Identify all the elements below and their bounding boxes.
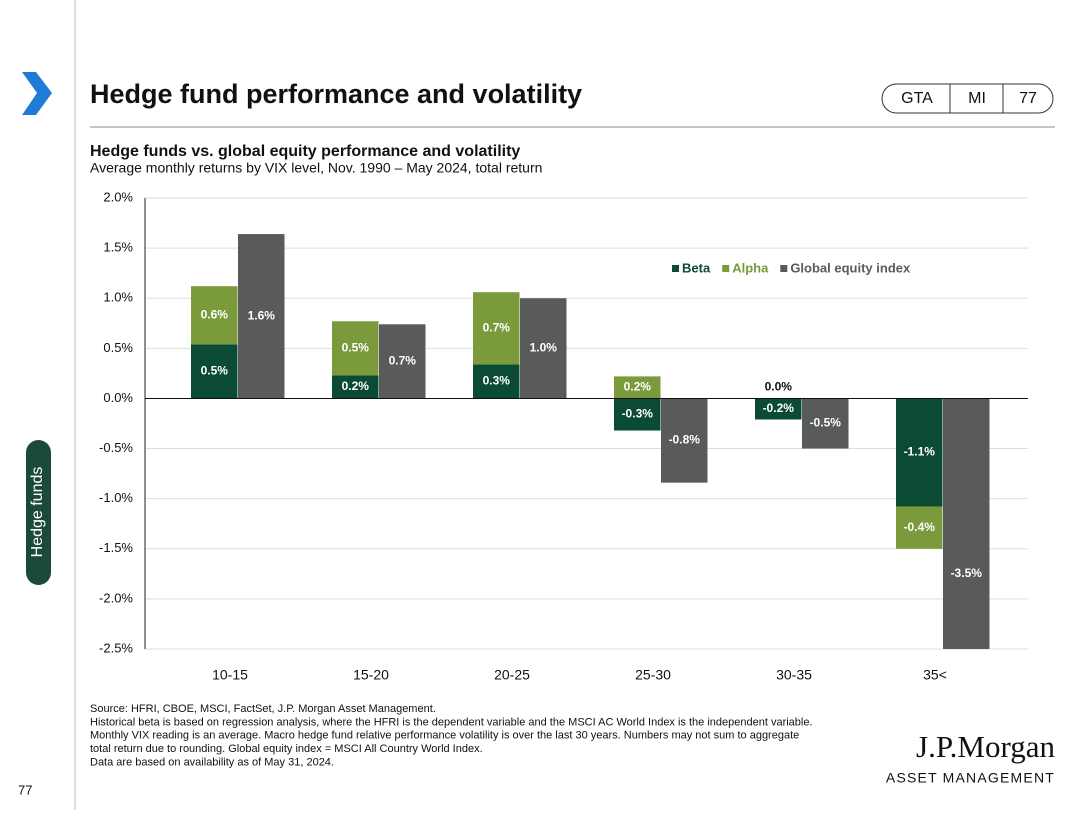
- bar: [332, 375, 379, 399]
- bar: [473, 292, 520, 365]
- footnote: Monthly VIX reading is an average. Macro…: [90, 730, 799, 742]
- y-tick-label: -2.0%: [99, 590, 133, 605]
- data-label: 1.6%: [248, 308, 276, 322]
- footnote: total return due to rounding. Global equ…: [90, 743, 483, 755]
- y-tick-label: -1.0%: [99, 490, 133, 505]
- y-tick-label: 2.0%: [103, 189, 133, 204]
- footnote: Data are based on availability as of May…: [90, 757, 334, 769]
- y-tick-label: 1.0%: [103, 290, 133, 305]
- x-tick-label: 10-15: [212, 667, 248, 683]
- bar: [614, 398, 661, 431]
- bar: [332, 321, 379, 376]
- chevron-icon: [22, 72, 52, 115]
- data-label: -1.1%: [904, 445, 936, 459]
- y-tick-label: -0.5%: [99, 440, 133, 455]
- data-label: -0.2%: [763, 401, 795, 415]
- tag-pill: [881, 83, 1054, 114]
- section-pill: [26, 440, 51, 585]
- bar: [755, 398, 802, 420]
- chart-title: Hedge funds vs. global equity performanc…: [90, 143, 520, 160]
- data-label: 0.5%: [201, 364, 229, 378]
- footnote: Source: HFRI, CBOE, MSCI, FactSet, J.P. …: [90, 703, 436, 715]
- data-label: 0.3%: [483, 374, 511, 388]
- legend-label: Beta: [682, 260, 711, 275]
- bar: [379, 324, 426, 399]
- data-label: 0.0%: [765, 380, 793, 394]
- logo-sub: ASSET MANAGEMENT: [886, 770, 1055, 786]
- section-label: Hedge funds: [29, 467, 46, 558]
- bar: [802, 398, 849, 449]
- bar: [473, 364, 520, 399]
- tag: MI: [968, 90, 986, 107]
- data-label: -0.3%: [622, 407, 654, 421]
- y-tick-label: -1.5%: [99, 540, 133, 555]
- tag: GTA: [901, 90, 933, 107]
- bars: [191, 234, 990, 649]
- bar: [191, 344, 238, 399]
- data-label: 0.5%: [342, 341, 370, 355]
- legend-swatch: [722, 265, 730, 272]
- bar: [520, 298, 567, 399]
- y-tick-label: 0.0%: [103, 390, 133, 405]
- data-label: -0.5%: [810, 416, 842, 430]
- bar: [238, 234, 285, 399]
- legend-swatch: [672, 265, 679, 272]
- slide-title: Hedge fund performance and volatility: [90, 79, 582, 109]
- x-tick-label: 20-25: [494, 667, 530, 683]
- x-tick-label: 15-20: [353, 667, 389, 683]
- x-tick-label: 25-30: [635, 667, 671, 683]
- legend-label: Alpha: [732, 260, 769, 275]
- footnote: Historical beta is based on regression a…: [90, 716, 813, 728]
- data-label: 0.7%: [483, 320, 511, 334]
- data-label: 0.2%: [624, 380, 652, 394]
- x-tick-label: 30-35: [776, 667, 812, 683]
- data-label: -3.5%: [951, 566, 983, 580]
- data-label: 1.0%: [530, 341, 558, 355]
- bar: [896, 506, 943, 549]
- legend-swatch: [780, 265, 788, 272]
- bar: [191, 286, 238, 345]
- data-label: 0.7%: [389, 354, 417, 368]
- chart-subtitle: Average monthly returns by VIX level, No…: [90, 160, 542, 176]
- tag: 77: [1019, 90, 1037, 107]
- x-tick-label: 35<: [923, 667, 947, 683]
- legend-label: Global equity index: [790, 260, 911, 275]
- data-label: 0.2%: [342, 379, 370, 393]
- y-tick-label: -2.5%: [99, 640, 133, 655]
- y-tick-label: 1.5%: [103, 240, 133, 255]
- logo: J.P.Morgan: [916, 729, 1055, 764]
- y-tick-label: 0.5%: [103, 340, 133, 355]
- bar: [661, 398, 708, 483]
- data-label: 0.6%: [201, 307, 229, 321]
- bar: [614, 376, 661, 399]
- data-label: -0.4%: [904, 520, 936, 534]
- data-label: -0.8%: [669, 433, 701, 447]
- page-number: 77: [18, 782, 32, 797]
- bar: [896, 398, 943, 507]
- bar: [943, 398, 990, 649]
